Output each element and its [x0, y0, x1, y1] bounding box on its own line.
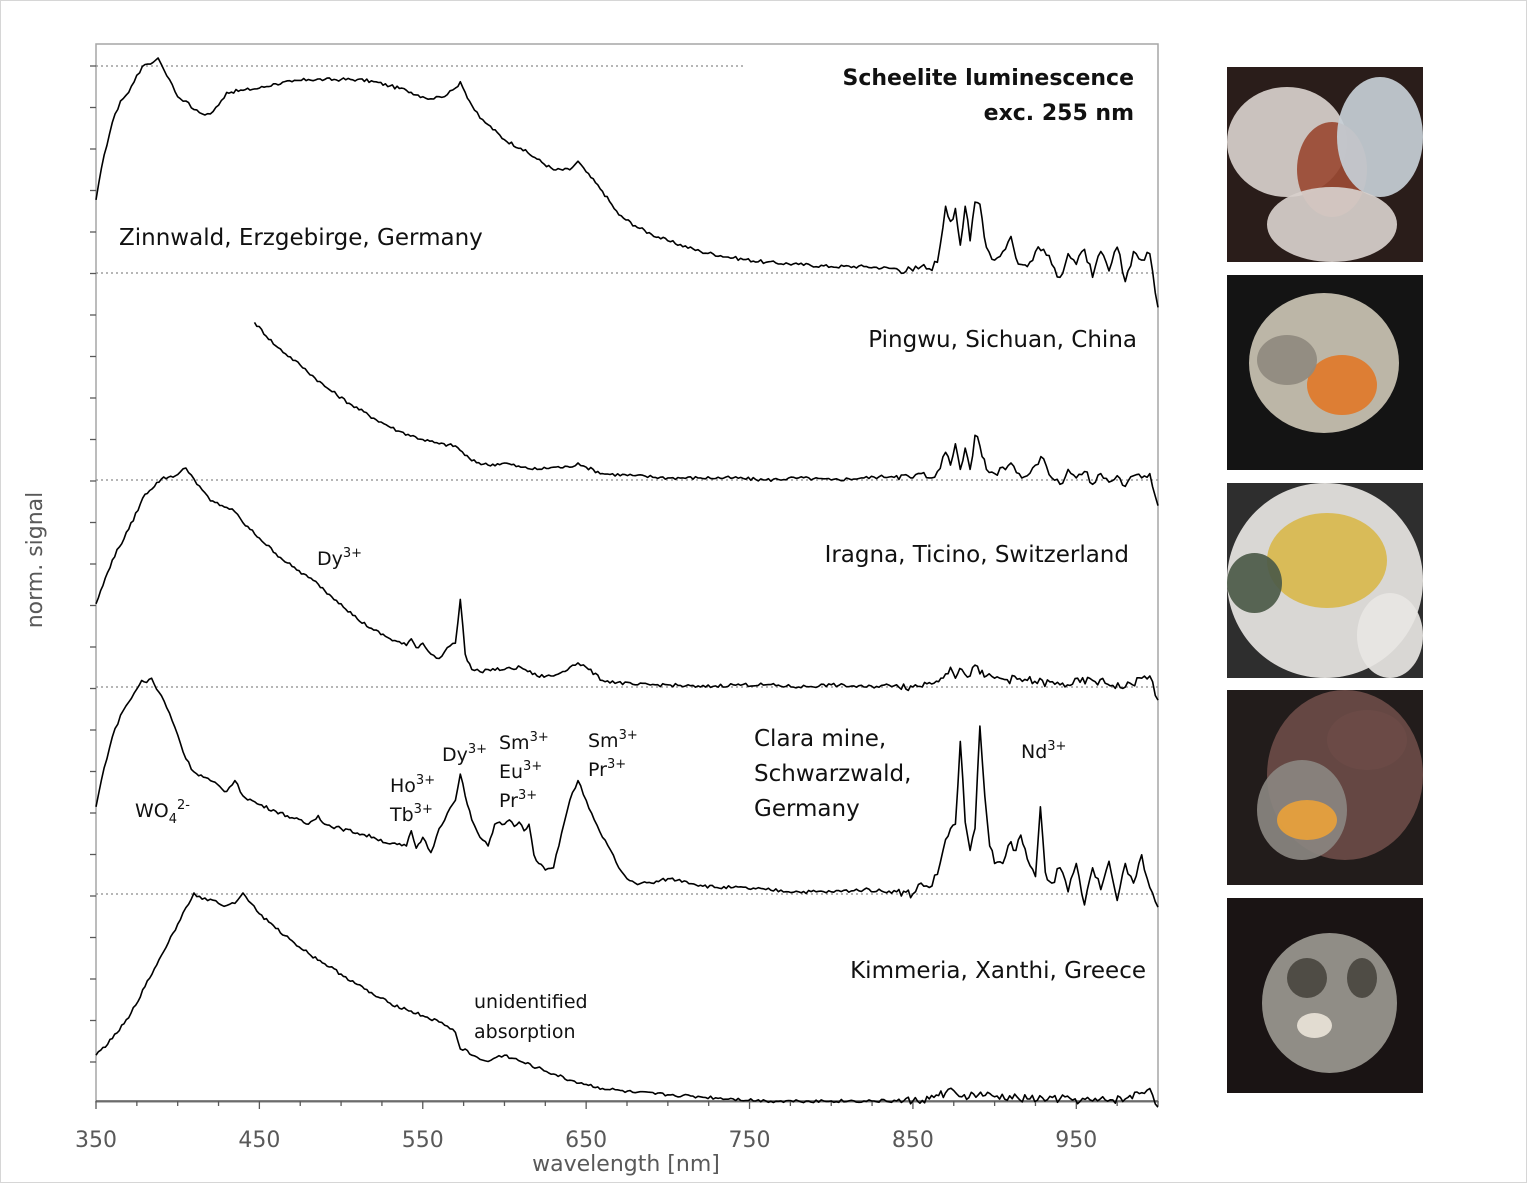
series-line-2: [95, 467, 1159, 701]
photo-region: [1267, 187, 1397, 262]
photo-region: [1337, 77, 1423, 197]
photo-region: [1287, 958, 1327, 998]
specimen-photo-iragna: [1227, 483, 1423, 678]
series-label-clara-line3: Germany: [754, 796, 860, 822]
x-ticks: 350 450 550 650 750 850 950: [75, 1100, 1159, 1153]
plot-area: [95, 43, 1159, 1103]
annotation-absorption: absorption: [474, 1021, 576, 1043]
annotation-sm-b: Sm3+: [588, 728, 638, 752]
photo-region: [1262, 933, 1397, 1073]
x-tick-label: 450: [238, 1128, 280, 1153]
x-tick-label: 650: [565, 1128, 607, 1153]
annotation-eu: Eu3+: [499, 759, 542, 783]
chart-title: Scheelite luminescence: [843, 66, 1135, 91]
annotation-dy-iragna: Dy3+: [317, 546, 362, 570]
annotation-pr-b: Pr3+: [588, 757, 626, 781]
annotation-ho: Ho3+: [390, 773, 435, 797]
specimen-photo-kimmeria: [1227, 898, 1423, 1093]
annotation-sm-a: Sm3+: [499, 730, 549, 754]
annotation-unidentified: unidentified: [474, 991, 588, 1013]
y-ticks: [90, 65, 96, 1063]
series-line-0: [95, 57, 1159, 308]
annotation-dy-clara: Dy3+: [442, 742, 487, 766]
series-line-3: [95, 677, 1159, 908]
series-label-zinnwald: Zinnwald, Erzgebirge, Germany: [119, 225, 483, 251]
series-group: [95, 57, 1159, 1108]
x-tick-label: 750: [729, 1128, 771, 1153]
series-line-1: [253, 321, 1159, 506]
series-label-kimmeria: Kimmeria, Xanthi, Greece: [850, 958, 1146, 984]
photo-region: [1267, 513, 1387, 608]
spectra-chart: 350 450 550 650 750 850 950 Scheelite luminesc…: [23, 43, 1159, 1177]
photo-region: [1277, 800, 1337, 840]
specimen-photo-pingwu: [1227, 275, 1423, 470]
photo-region: [1347, 958, 1377, 998]
annotation-nd: Nd3+: [1021, 739, 1066, 763]
x-tick-label: 550: [402, 1128, 444, 1153]
specimen-photo-clara: [1227, 690, 1423, 885]
series-label-iragna: Iragna, Ticino, Switzerland: [825, 542, 1129, 568]
series-line-4: [95, 892, 1159, 1108]
annotation-wo4: WO42-: [135, 798, 190, 827]
y-axis-title: norm. signal: [23, 492, 48, 629]
x-tick-label: 850: [892, 1128, 934, 1153]
x-tick-label: 350: [75, 1128, 117, 1153]
baselines: [96, 65, 1158, 895]
photo-region: [1257, 335, 1317, 385]
specimen-photo-zinnwald: [1227, 67, 1423, 262]
chart-subtitle: exc. 255 nm: [984, 101, 1134, 126]
photo-region: [1327, 710, 1407, 770]
annotation-tb: Tb3+: [389, 802, 433, 826]
series-label-pingwu: Pingwu, Sichuan, China: [868, 327, 1137, 353]
photo-region: [1307, 355, 1377, 415]
photo-region: [1357, 593, 1423, 678]
annotation-pr-a: Pr3+: [499, 788, 537, 812]
series-label-clara-line1: Clara mine,: [754, 726, 886, 752]
x-tick-label: 950: [1055, 1128, 1097, 1153]
photo-region: [1227, 553, 1282, 613]
series-label-clara-line2: Schwarzwald,: [754, 761, 911, 787]
photo-region: [1297, 1013, 1332, 1038]
x-axis-title: wavelength [nm]: [532, 1152, 720, 1177]
